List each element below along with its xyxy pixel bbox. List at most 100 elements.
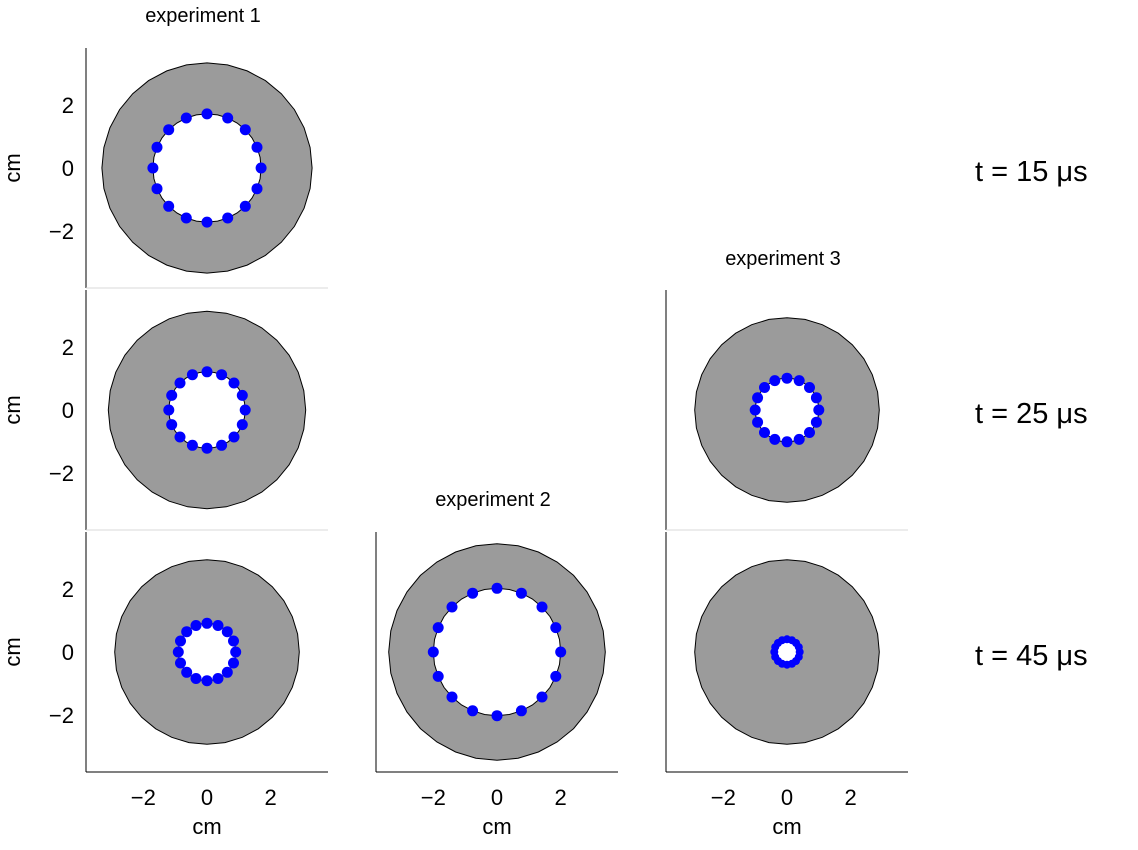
- marker-point: [432, 670, 444, 682]
- panel-title: experiment 3: [725, 248, 841, 270]
- marker-point: [804, 382, 815, 393]
- marker-point: [163, 200, 175, 212]
- y-tick-label: −2: [49, 461, 74, 486]
- shell-annulus: [101, 62, 313, 274]
- panel-title: experiment 1: [145, 5, 261, 27]
- shell-annulus: [694, 559, 880, 745]
- marker-point: [794, 643, 803, 652]
- row-label: t = 25 μs: [975, 398, 1088, 430]
- panel-6: −2 0 2 cm: [665, 532, 908, 839]
- marker-point: [769, 433, 781, 445]
- panel-title: experiment 2: [435, 489, 551, 511]
- x-tick-label: 2: [265, 785, 277, 810]
- marker-point: [151, 141, 163, 153]
- marker-point: [201, 617, 213, 629]
- marker-point: [555, 646, 567, 658]
- shell-annulus: [114, 559, 300, 745]
- marker-point: [175, 657, 186, 669]
- y-tick-label: 0: [62, 398, 74, 423]
- marker-point: [752, 416, 764, 428]
- marker-point: [212, 673, 224, 684]
- marker-point: [769, 375, 781, 387]
- marker-point: [759, 427, 770, 438]
- marker-point: [236, 419, 248, 431]
- marker-point: [222, 112, 234, 124]
- y-axis-label: cm: [0, 637, 25, 666]
- x-tick-label: 0: [781, 785, 793, 810]
- x-tick-label: −2: [421, 785, 446, 810]
- marker-point: [749, 404, 761, 416]
- marker-point: [752, 392, 764, 404]
- y-tick-label: 0: [62, 640, 74, 665]
- y-tick-label: 2: [62, 577, 74, 602]
- x-tick-label: −2: [131, 785, 156, 810]
- marker-point: [174, 431, 186, 443]
- marker-point: [151, 183, 163, 195]
- marker-point: [239, 200, 251, 212]
- marker-point: [536, 601, 548, 613]
- marker-point: [216, 439, 228, 451]
- x-tick-label: 0: [491, 785, 503, 810]
- x-axis-label: cm: [192, 814, 221, 839]
- x-axis-label: cm: [482, 814, 511, 839]
- marker-point: [186, 439, 198, 451]
- marker-point: [228, 657, 239, 669]
- panel-5: experiment 3: [665, 248, 908, 531]
- marker-point: [810, 416, 822, 428]
- shell-annulus: [388, 543, 606, 761]
- marker-point: [228, 377, 240, 389]
- y-tick-label: −2: [49, 703, 74, 728]
- marker-point: [467, 587, 479, 599]
- row-label: t = 45 μs: [975, 640, 1088, 672]
- marker-point: [810, 392, 822, 404]
- marker-point: [536, 691, 548, 703]
- marker-point: [239, 404, 251, 416]
- marker-point: [180, 112, 192, 124]
- marker-point: [186, 369, 198, 381]
- x-tick-label: 2: [555, 785, 567, 810]
- marker-point: [446, 601, 458, 613]
- marker-point: [813, 404, 825, 416]
- marker-point: [190, 620, 202, 631]
- marker-point: [804, 427, 815, 438]
- marker-point: [550, 622, 562, 634]
- marker-point: [251, 183, 263, 195]
- marker-point: [147, 162, 159, 174]
- y-tick-label: 2: [62, 93, 74, 118]
- panel-2: 2 0 −2 cm: [0, 290, 328, 531]
- x-tick-label: 0: [201, 785, 213, 810]
- marker-point: [228, 431, 240, 443]
- marker-point: [491, 582, 503, 594]
- marker-point: [221, 666, 233, 678]
- y-axis-label: cm: [0, 153, 25, 182]
- marker-point: [163, 404, 175, 416]
- marker-point: [190, 673, 202, 684]
- marker-point: [432, 622, 444, 634]
- marker-point: [201, 216, 213, 228]
- marker-point: [174, 377, 186, 389]
- marker-point: [793, 375, 805, 387]
- marker-point: [181, 626, 193, 638]
- y-axis-label: cm: [0, 395, 25, 424]
- panel-1: 2 0 −2 cm experiment 1: [0, 5, 328, 289]
- panel-4: −2 0 2 cm experiment 2: [375, 489, 618, 839]
- marker-point: [793, 433, 805, 445]
- panel-3: 2 0 −2 cm −2 0 2 cm: [0, 532, 328, 839]
- row-labels-layer: t = 15 μs t = 25 μs t = 45 μs: [975, 156, 1088, 672]
- marker-point: [201, 675, 213, 687]
- y-tick-label: 0: [62, 156, 74, 181]
- marker-point: [172, 646, 184, 658]
- marker-point: [166, 389, 178, 401]
- marker-point: [212, 620, 224, 631]
- marker-point: [222, 212, 234, 224]
- x-tick-label: −2: [711, 785, 736, 810]
- marker-point: [201, 442, 213, 454]
- marker-point: [236, 389, 248, 401]
- marker-point: [221, 626, 233, 638]
- marker-point: [446, 691, 458, 703]
- marker-point: [467, 705, 479, 717]
- x-axis-label: cm: [772, 814, 801, 839]
- marker-point: [255, 162, 267, 174]
